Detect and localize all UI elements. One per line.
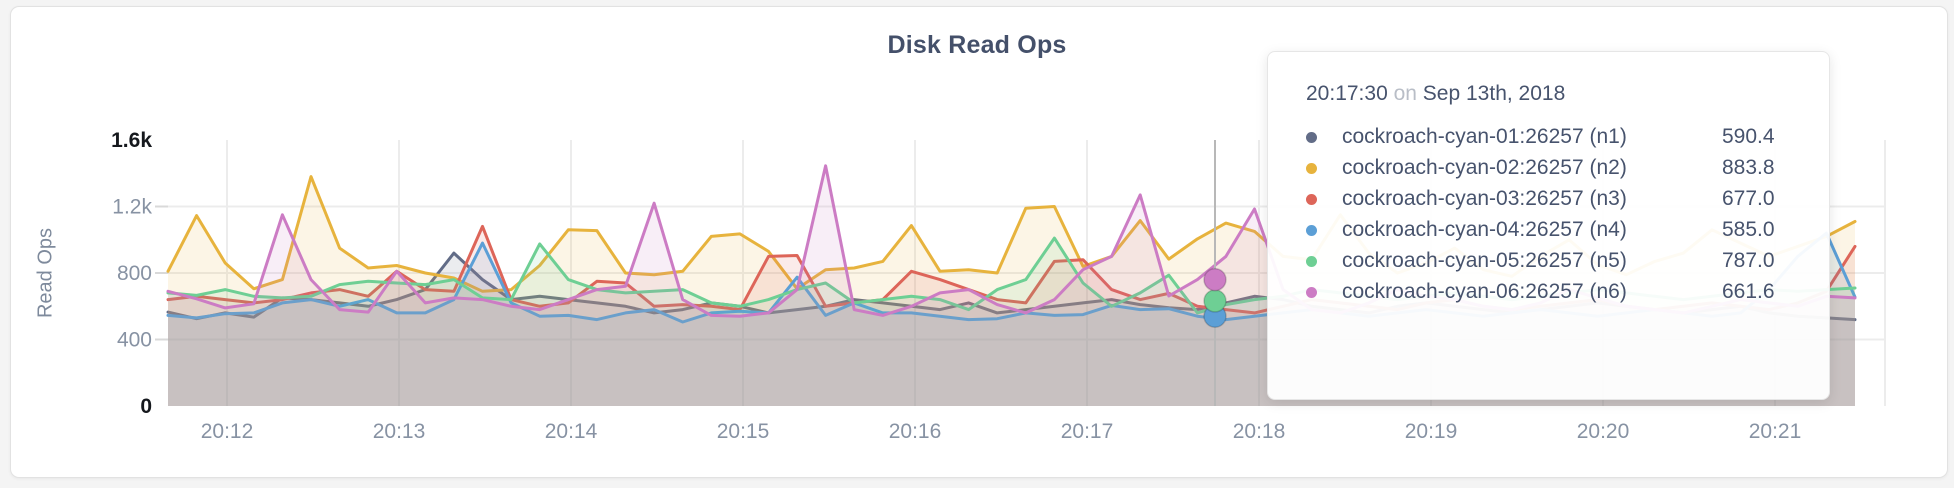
series-name: cockroach-cyan-06:26257 (n6) [1342, 279, 1627, 303]
x-tick-label: 20:12 [201, 420, 254, 443]
hover-marker [1203, 289, 1227, 313]
y-tick-label: 400 [117, 329, 152, 352]
x-tick-label: 20:20 [1577, 420, 1630, 443]
series-color-dot-icon [1306, 156, 1342, 180]
series-value: 883.8 [1722, 155, 1775, 179]
tooltip-conjunction: on [1393, 82, 1417, 105]
x-tick-label: 20:16 [889, 420, 942, 443]
x-tick-label: 20:15 [717, 420, 770, 443]
series-value: 590.4 [1722, 124, 1775, 148]
x-tick-label: 20:13 [373, 420, 426, 443]
chart-title: Disk Read Ops [887, 31, 1067, 59]
series-name: cockroach-cyan-04:26257 (n4) [1342, 217, 1627, 241]
series-color-dot-icon [1306, 218, 1342, 242]
tooltip-row: cockroach-cyan-05:26257 (n5) 787.0 [1306, 245, 1829, 276]
tooltip-date: Sep 13th, 2018 [1422, 82, 1566, 105]
tooltip-row: cockroach-cyan-03:26257 (n3) 677.0 [1306, 183, 1829, 214]
tooltip-row: cockroach-cyan-06:26257 (n6) 661.6 [1306, 276, 1829, 307]
series-name: cockroach-cyan-02:26257 (n2) [1342, 155, 1627, 179]
series-value: 661.6 [1722, 279, 1775, 303]
hover-marker [1203, 267, 1227, 292]
series-value: 787.0 [1722, 248, 1775, 272]
tooltip-row: cockroach-cyan-02:26257 (n2) 883.8 [1306, 152, 1829, 183]
x-tick-label: 20:19 [1405, 420, 1458, 443]
tooltip-header: 20:17:30 on Sep 13th, 2018 [1306, 82, 1829, 106]
tooltip-rows: cockroach-cyan-01:26257 (n1) 590.4 cockroa… [1306, 121, 1829, 307]
series-value: 585.0 [1722, 217, 1775, 241]
series-value: 677.0 [1722, 186, 1775, 210]
tooltip-time: 20:17:30 [1306, 82, 1388, 105]
y-tick-label: 1.6k [111, 129, 152, 152]
tooltip-row: cockroach-cyan-04:26257 (n4) 585.0 [1306, 214, 1829, 245]
tooltip-row: cockroach-cyan-01:26257 (n1) 590.4 [1306, 121, 1829, 152]
hover-tooltip: 20:17:30 on Sep 13th, 2018 cockroach-cya… [1267, 51, 1830, 400]
series-name: cockroach-cyan-01:26257 (n1) [1342, 124, 1627, 148]
x-tick-label: 20:17 [1061, 420, 1114, 443]
series-color-dot-icon [1306, 249, 1342, 273]
y-tick-label: 1.2k [112, 196, 152, 219]
x-tick-label: 20:14 [545, 420, 598, 443]
series-color-dot-icon [1306, 125, 1342, 149]
series-color-dot-icon [1306, 187, 1342, 211]
x-tick-label: 20:18 [1233, 420, 1286, 443]
y-tick-label: 0 [140, 395, 152, 418]
x-tick-label: 20:21 [1749, 420, 1802, 443]
series-color-dot-icon [1306, 280, 1342, 304]
series-name: cockroach-cyan-05:26257 (n5) [1342, 248, 1627, 272]
series-name: cockroach-cyan-03:26257 (n3) [1342, 186, 1627, 210]
y-tick-label: 800 [117, 262, 152, 285]
